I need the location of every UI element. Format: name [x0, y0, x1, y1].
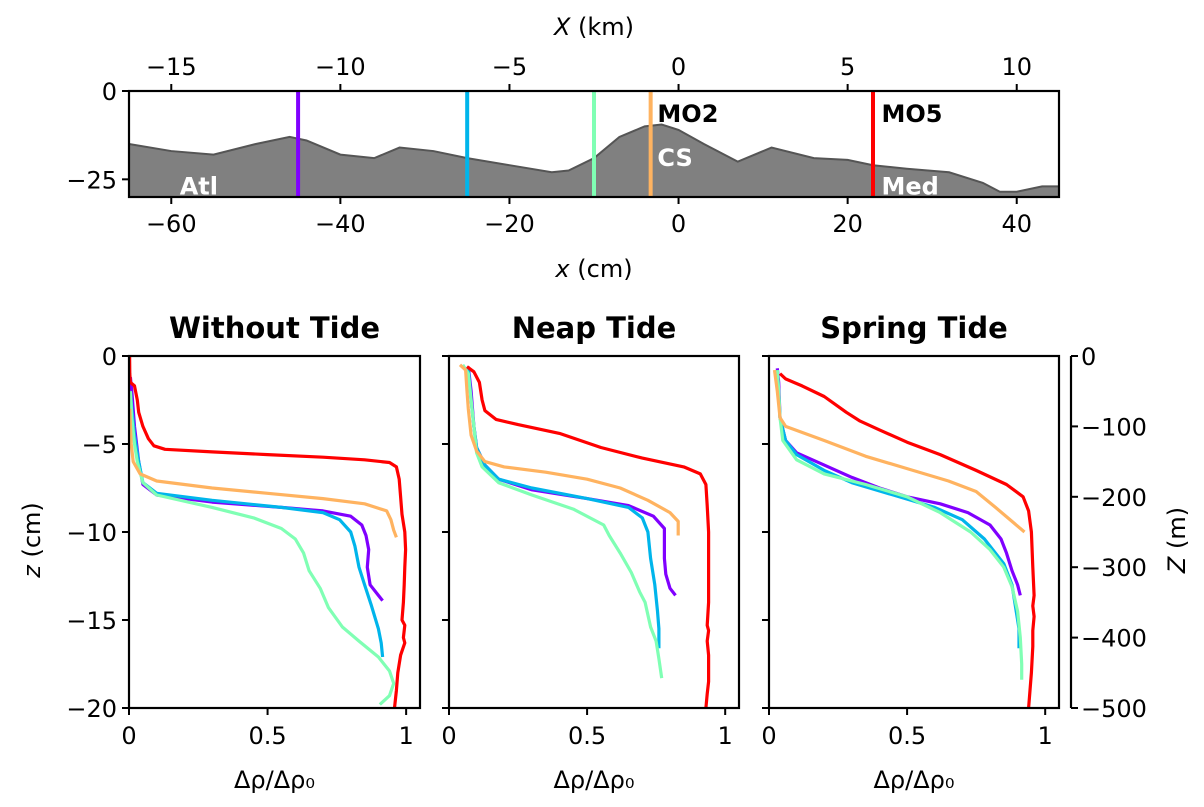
series-line-station-5 — [778, 372, 1036, 708]
right-y-tick-label: −200 — [1081, 484, 1147, 512]
series-line-station-5 — [129, 356, 408, 708]
top-xlabel: X (km) — [552, 13, 634, 41]
y-tick-label: −5 — [82, 431, 117, 459]
series-line-station-5 — [466, 365, 711, 708]
bottom-xlabel: x (cm) — [554, 255, 632, 283]
label-mo2: MO2 — [657, 100, 718, 128]
series-line-station-3 — [129, 391, 396, 706]
x-tick-label: 1 — [399, 722, 414, 750]
x-tick-label: 0.5 — [888, 722, 926, 750]
top-x-tick-label: −15 — [146, 53, 197, 81]
bathymetry-panel: Atl CS Med MO2 MO5 −60 −40 −20 0 20 40 −15 −10 −5 0 5 1… — [66, 13, 1061, 283]
y-tick-label: −20 — [66, 695, 117, 723]
series-line-station-4 — [129, 408, 398, 538]
series-line-station-3 — [461, 363, 664, 679]
x-tick-label: 1 — [1038, 722, 1053, 750]
label-mo5: MO5 — [881, 100, 942, 128]
top-xlabel-var: X — [552, 13, 571, 41]
label-atl: Atl — [180, 172, 218, 200]
x-axis-label: Δρ/Δρ₀ — [234, 766, 315, 794]
seabed-outline — [128, 123, 1059, 193]
label-cs: CS — [657, 144, 692, 172]
series-group — [129, 356, 408, 708]
panel-title: Without Tide — [169, 311, 380, 345]
bottom-x-tick-label: 20 — [832, 210, 863, 238]
bottom-x-tick-label: 0 — [671, 210, 686, 238]
series-line-station-4 — [458, 363, 680, 536]
top-x-tick-label: −10 — [315, 53, 366, 81]
bathymetry-ticks-group: −60 −40 −20 0 20 40 −15 −10 −5 0 5 10 0 −25 — [66, 53, 1032, 238]
x-tick-label: 1 — [718, 722, 733, 750]
top-x-tick-label: 10 — [1001, 53, 1032, 81]
left-ylabel-var: z — [18, 564, 46, 579]
x-tick-label: 0.5 — [568, 722, 606, 750]
left-ylabel-unit: (cm) — [18, 502, 46, 565]
x-tick-label: 0 — [441, 722, 456, 750]
series-line-station-1 — [775, 368, 1022, 596]
x-axis-label: Δρ/Δρ₀ — [873, 766, 954, 794]
top-x-tick-label: 0 — [671, 53, 686, 81]
bottom-x-tick-label: −60 — [146, 210, 197, 238]
panel-spring-tide: Spring Tide 0 0.5 1 Δρ/Δρ₀ 0 −100 −200 −300 −400 −… — [761, 311, 1147, 794]
series-line-station-3 — [775, 369, 1024, 680]
right-ylabel-unit: (m) — [1163, 507, 1191, 557]
panel-title: Spring Tide — [820, 311, 1008, 345]
right-ylabel: Z (m) — [1163, 507, 1191, 574]
y-tick-label: 0 — [102, 343, 117, 371]
right-y-tick-label: −300 — [1081, 554, 1147, 582]
right-y-tick-label: −100 — [1081, 413, 1147, 441]
top-y-tick-label: −25 — [66, 166, 117, 194]
right-y-tick-label: 0 — [1081, 343, 1096, 371]
x-tick-label: 0 — [761, 722, 776, 750]
top-xlabel-unit: (km) — [570, 13, 634, 41]
bottom-xlabel-var: x — [554, 255, 570, 283]
series-line-station-2 — [129, 391, 385, 658]
right-y-tick-label: −400 — [1081, 625, 1147, 653]
right-y-tick-label: −500 — [1081, 695, 1147, 723]
panel-frame — [447, 354, 741, 710]
x-tick-label: 0 — [121, 722, 136, 750]
panel-neap-tide: Neap Tide 0 0.5 1 Δρ/Δρ₀ — [441, 311, 741, 794]
panel-without-tide: Without Tide 0 0.5 1 0 −5 −10 −15 −20 Δρ/Δρ₀ — [66, 311, 422, 794]
x-axis-label: Δρ/Δρ₀ — [553, 766, 634, 794]
bottom-xlabel-unit: (cm) — [570, 255, 633, 283]
bathymetry-frame — [127, 89, 1061, 199]
series-line-station-2 — [466, 368, 661, 649]
y-tick-label: −10 — [66, 519, 117, 547]
top-x-tick-label: −5 — [492, 53, 527, 81]
annotations-group: Atl CS Med MO2 MO5 — [180, 100, 943, 200]
y-tick-label: −15 — [66, 607, 117, 635]
right-ylabel-var: Z — [1163, 556, 1191, 574]
series-group — [458, 363, 711, 708]
station-lines-group — [296, 91, 875, 197]
label-med: Med — [881, 172, 938, 200]
series-line-station-1 — [129, 376, 384, 602]
series-line-station-4 — [772, 369, 1026, 534]
panel-title: Neap Tide — [512, 311, 677, 345]
bottom-x-tick-label: −20 — [484, 210, 535, 238]
bottom-x-tick-label: 40 — [1001, 210, 1032, 238]
top-y-tick-label: 0 — [102, 78, 117, 106]
top-x-tick-label: 5 — [840, 53, 855, 81]
bottom-x-tick-label: −40 — [315, 210, 366, 238]
series-group — [772, 368, 1036, 708]
left-ylabel: z (cm) — [18, 502, 46, 579]
panel-frame — [767, 354, 1061, 710]
x-tick-label: 0.5 — [248, 722, 286, 750]
series-line-station-2 — [775, 369, 1021, 649]
